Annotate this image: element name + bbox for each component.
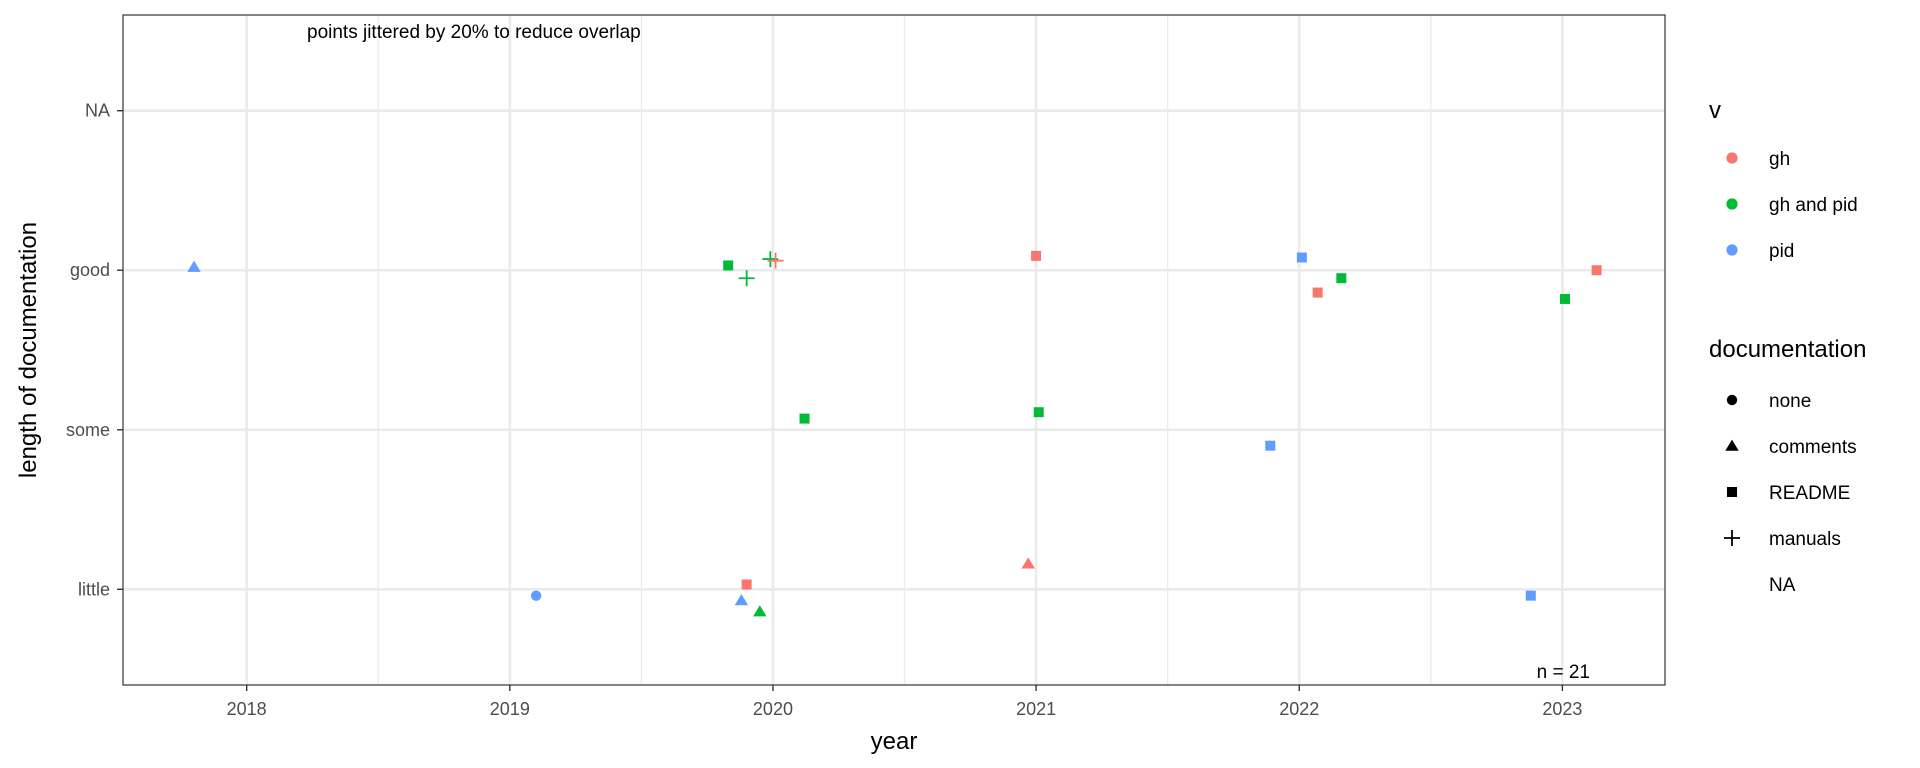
- x-axis-title: year: [871, 728, 918, 755]
- x-tick-label: 2022: [1279, 699, 1319, 719]
- data-point-readme: [1296, 252, 1307, 263]
- x-tick-label: 2020: [753, 699, 793, 719]
- data-point-readme: [723, 260, 734, 271]
- shape-legend-key: [1727, 487, 1737, 497]
- n-annotation: n = 21: [1537, 662, 1590, 683]
- color-legend-label: pid: [1769, 241, 1794, 262]
- grid-layer: [123, 15, 1665, 685]
- y-tick-label: little: [78, 579, 110, 599]
- shape-legend-title: documentation: [1709, 336, 1866, 363]
- y-axis-title: length of documentation: [15, 222, 42, 478]
- data-point-readme: [799, 413, 810, 424]
- x-tick-label: 2019: [490, 699, 530, 719]
- y-tick-label: some: [66, 420, 110, 440]
- shape-legend-key: [1726, 394, 1738, 406]
- points-layer: [187, 250, 1602, 617]
- data-point-readme: [1265, 440, 1276, 451]
- color-legend-key: [1726, 198, 1738, 210]
- data-point-none: [530, 590, 542, 601]
- data-point-manuals: [767, 252, 784, 269]
- color-legend-key: [1726, 244, 1738, 256]
- data-point-readme: [1336, 273, 1347, 284]
- color-legend-key: [1726, 152, 1738, 164]
- x-tick-label: 2021: [1016, 699, 1056, 719]
- data-point-comments: [1021, 557, 1035, 569]
- axes-layer: 2018 2019 2020 2021 2022 2023 little some good NA: [66, 101, 1582, 719]
- shape-legend-label: NA: [1769, 575, 1796, 596]
- color-legend-label: gh: [1769, 149, 1790, 170]
- data-point-comments: [734, 594, 749, 606]
- legend: v gh gh and pid pid documentation none comment…: [1709, 97, 1866, 596]
- shape-legend-label: README: [1769, 483, 1850, 504]
- data-point-readme: [1312, 287, 1323, 298]
- y-tick-label: NA: [85, 101, 110, 121]
- shape-legend-key: [1724, 530, 1740, 546]
- data-point-comments: [753, 605, 767, 617]
- x-tick-label: 2018: [227, 699, 267, 719]
- data-point-readme: [1560, 293, 1571, 304]
- data-point-readme: [1033, 407, 1044, 418]
- shape-legend-label: manuals: [1769, 529, 1841, 550]
- panel-background: [123, 15, 1665, 685]
- y-tick-label: good: [70, 260, 110, 280]
- data-point-readme: [741, 579, 752, 590]
- x-tick-label: 2023: [1542, 699, 1582, 719]
- panel-border: [122, 14, 1666, 686]
- data-point-comments: [187, 260, 201, 272]
- data-point-readme: [1525, 590, 1536, 601]
- shape-legend-key: [1725, 439, 1739, 451]
- color-legend-title: v: [1709, 97, 1721, 124]
- jitter-annotation: points jittered by 20% to reduce overlap: [307, 22, 641, 43]
- shape-legend-label: none: [1769, 391, 1811, 412]
- color-legend-label: gh and pid: [1769, 195, 1858, 216]
- data-point-readme: [1591, 265, 1602, 276]
- data-point-manuals: [738, 270, 755, 287]
- data-point-readme: [1031, 250, 1042, 261]
- shape-legend-label: comments: [1769, 437, 1857, 458]
